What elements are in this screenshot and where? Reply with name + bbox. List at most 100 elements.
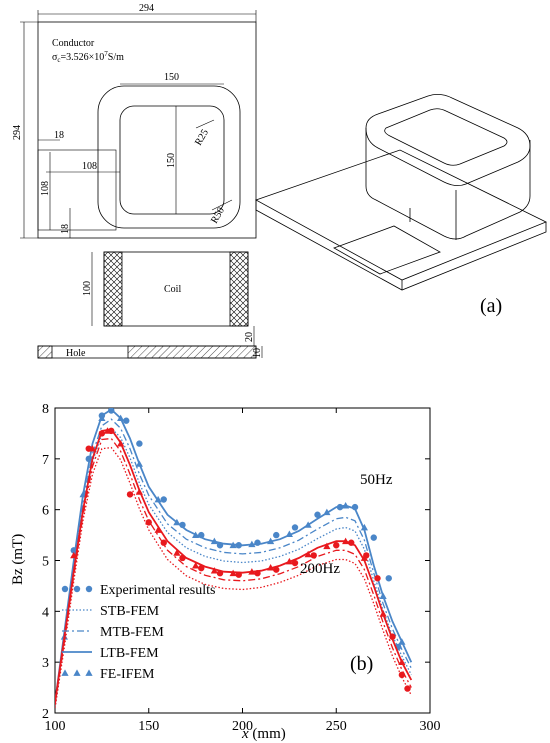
legend-label: STB-FEM <box>100 604 160 619</box>
marker-fe-ifem-200hz <box>117 439 125 447</box>
marker-experimental-results-200hz <box>160 539 167 546</box>
dim-18-top: 18 <box>54 130 64 141</box>
marker-experimental-results-200hz <box>291 559 299 567</box>
marker-experimental-results-50hz <box>314 511 321 518</box>
marker-experimental-results-200hz <box>126 491 134 498</box>
x-tick-label: 200 <box>232 719 253 734</box>
dim-100: 100 <box>82 281 93 296</box>
bz-chart: 100 150 200 250 300 2 3 4 5 6 7 8 Experimental resu… <box>10 402 441 742</box>
y-tick-label: 5 <box>42 555 49 570</box>
coil-inner-outline <box>119 105 225 215</box>
line-ltb-fem-200hz <box>55 428 413 703</box>
dim-108-vertical: 108 <box>40 181 51 196</box>
marker-fe-ifem-200hz <box>192 561 200 569</box>
x-tick-label: 300 <box>420 719 441 734</box>
marker-experimental-results-200hz <box>389 633 396 640</box>
x-tick-label: 100 <box>45 719 66 734</box>
coil-3d-top <box>365 94 531 186</box>
x-tick-label: 150 <box>138 719 159 734</box>
legend-label: Experimental results <box>100 583 215 598</box>
dim-150-top: 150 <box>164 72 179 83</box>
marker-fe-ifem-200hz <box>267 564 275 571</box>
line-ltb-fem-50hz <box>55 408 413 703</box>
hole-label: Hole <box>66 348 86 359</box>
coil-label: Coil <box>164 284 181 295</box>
marker-fe-ifem-50hz <box>304 521 312 528</box>
dim-108-horizontal: 108 <box>82 161 97 172</box>
marker-fe-ifem-50hz <box>117 414 125 422</box>
marker-fe-ifem-200hz <box>398 658 406 666</box>
conductor-label: Conductor <box>52 38 95 49</box>
dim-294-top: 294 <box>139 3 154 14</box>
marker-fe-ifem-50hz <box>360 523 368 531</box>
coil-3d-opening <box>384 108 508 166</box>
marker-experimental-results-200hz <box>198 564 205 572</box>
marker-fe-ifem-200hz <box>342 537 350 545</box>
dim-10: 10 <box>252 348 263 358</box>
marker-experimental-results-200hz <box>398 671 406 679</box>
legend-label: MTB-FEM <box>100 625 164 640</box>
marker-experimental-results-50hz <box>179 521 186 529</box>
marker-experimental-results-200hz <box>98 430 106 437</box>
marker-experimental-results-200hz <box>216 570 224 577</box>
x-axis-label: x (mm) <box>241 726 286 742</box>
y-tick-label: 7 <box>42 453 49 468</box>
legend-label: FE-IFEM <box>100 667 155 682</box>
y-axis-label: Bz (mT) <box>10 534 26 585</box>
panel-b-label: (b) <box>350 653 373 675</box>
marker-fe-ifem-200hz <box>229 569 237 577</box>
legend: Experimental results STB-FEM MTB-FEM LTB-FE… <box>61 583 215 682</box>
marker-experimental-results-50hz <box>198 531 205 539</box>
dim-20: 20 <box>244 332 255 342</box>
legend-marker <box>85 669 93 676</box>
marker-fe-ifem-200hz <box>285 557 293 565</box>
coil-outer-outline <box>97 85 241 229</box>
y-tick-label: 3 <box>42 656 49 671</box>
marker-experimental-results-200hz <box>310 552 317 559</box>
marker-experimental-results-200hz <box>404 685 411 692</box>
marker-experimental-results-50hz <box>254 539 261 546</box>
drawing-canvas: Conductor σc=3.526×107S/m 294 294 150 15… <box>12 3 547 359</box>
marker-experimental-results-50hz <box>385 575 392 582</box>
marker-experimental-results-50hz <box>235 542 242 549</box>
marker-fe-ifem-200hz <box>88 445 97 452</box>
marker-experimental-results-50hz <box>85 455 92 463</box>
marker-fe-ifem-50hz <box>98 414 106 422</box>
conductor-plate-outline <box>37 21 257 239</box>
marker-experimental-results-200hz <box>333 542 340 549</box>
y-tick-label: 6 <box>42 504 49 519</box>
coil-winding-left <box>103 251 123 327</box>
marker-experimental-results-50hz <box>70 547 77 554</box>
marker-experimental-results-200hz <box>348 539 355 546</box>
x-tick-label: 250 <box>326 719 347 734</box>
dim-r25: R25 <box>193 128 211 148</box>
line-mtb-fem-50hz <box>55 418 412 706</box>
coil-3d-walls <box>365 128 531 240</box>
y-tick-label: 8 <box>42 402 49 417</box>
dim-r50: R50 <box>209 206 227 226</box>
legend-label: LTB-FEM <box>100 646 159 661</box>
marker-fe-ifem-50hz <box>323 508 331 516</box>
marker-experimental-results-200hz <box>273 566 280 573</box>
line-mtb-fem-200hz <box>55 437 412 706</box>
marker-experimental-results-50hz <box>108 408 115 414</box>
dim-150-right: 150 <box>166 153 177 168</box>
dim-294-left: 294 <box>12 125 23 140</box>
marker-fe-ifem-50hz <box>210 537 218 545</box>
marker-experimental-results-50hz <box>370 534 377 541</box>
marker-fe-ifem-50hz <box>285 530 293 537</box>
marker-fe-ifem-200hz <box>360 554 368 561</box>
plate-solid-section <box>127 345 257 359</box>
coil-winding-right <box>229 251 249 327</box>
marker-fe-ifem-50hz <box>342 502 350 509</box>
marker-experimental-results-200hz <box>254 570 261 577</box>
hole-outline <box>37 149 117 231</box>
marker-fe-ifem-200hz <box>154 526 162 533</box>
marker-fe-ifem-200hz <box>323 542 331 550</box>
marker-fe-ifem-50hz <box>379 592 387 599</box>
marker-fe-ifem-200hz <box>103 427 112 434</box>
marker-experimental-results-50hz <box>136 440 143 447</box>
marker-experimental-results-50hz <box>160 496 167 503</box>
figure-panel-b: 100 150 200 250 300 2 3 4 5 6 7 8 Experimental resu… <box>0 380 550 743</box>
line-stb-fem-50hz <box>55 427 412 708</box>
